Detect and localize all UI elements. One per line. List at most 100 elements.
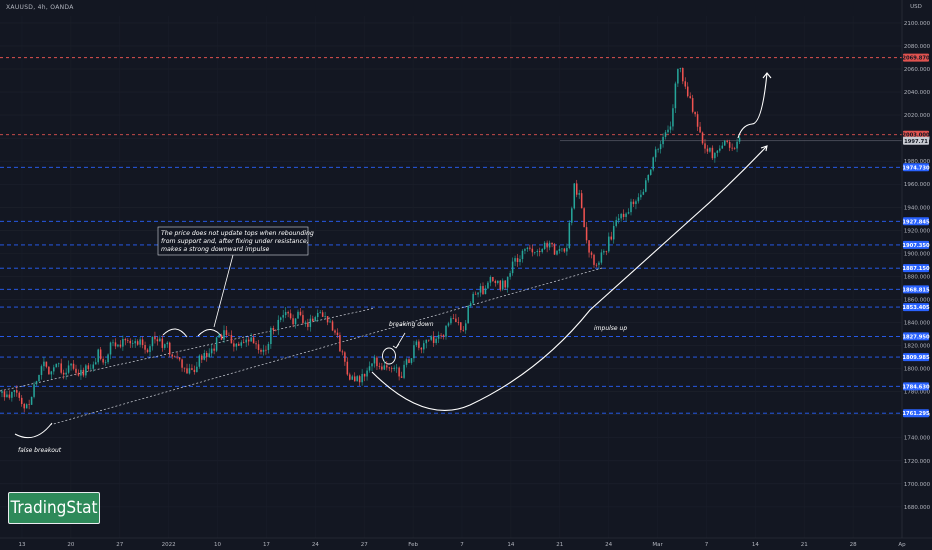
grid (0, 16, 903, 538)
x-tick-label: 17 (263, 542, 270, 548)
candle-body (198, 355, 201, 367)
candle-body (497, 280, 499, 283)
y-tick-label: 1840.000 (904, 321, 931, 327)
candle-body (571, 208, 573, 223)
candle-body (376, 357, 378, 367)
level-label: 1784.630 (902, 384, 930, 390)
candle-body (580, 193, 583, 209)
candle-body (672, 108, 674, 127)
candle-body (721, 145, 724, 149)
candle-body (245, 339, 247, 343)
candle-body (400, 376, 403, 378)
x-tick-label: 7 (460, 542, 464, 548)
y-tick-label: 1820.000 (904, 344, 931, 350)
candle-body (201, 355, 203, 360)
candle-body (16, 390, 18, 393)
candle-body (18, 392, 21, 398)
candle-body (383, 365, 386, 370)
candle-body (77, 372, 80, 376)
candle-body (75, 368, 77, 373)
candle-body (134, 341, 136, 344)
candle-body (178, 357, 181, 360)
candle-body (336, 332, 339, 336)
x-tick-label: 27 (361, 542, 368, 548)
x-tick-label: 21 (556, 542, 563, 548)
annotation-line-1: The price does not update tops when rebo… (161, 229, 314, 237)
candle-body (23, 403, 25, 409)
candle-body (127, 340, 129, 341)
candle-body (674, 83, 677, 109)
candle-body (38, 374, 40, 382)
candle-body (608, 236, 610, 252)
candle-body (711, 147, 714, 159)
y-tick-label: 1680.000 (904, 505, 931, 511)
candle-body (45, 361, 48, 367)
candle-body (28, 404, 30, 405)
candle-body (144, 345, 146, 350)
price-axis-panel[interactable] (902, 0, 932, 550)
candle-body (3, 391, 6, 398)
candle-body (561, 248, 563, 250)
candle-body (151, 336, 154, 347)
y-tick-label: 1920.000 (904, 228, 931, 234)
candle-body (487, 282, 489, 289)
y-tick-label: 1880.000 (904, 274, 931, 280)
candle-body (464, 323, 467, 331)
candle-body (526, 247, 529, 250)
y-tick-label: 2080.000 (904, 44, 931, 50)
candle-body (250, 337, 252, 342)
candle-body (595, 264, 598, 266)
candle-body (119, 344, 122, 347)
candle-body (635, 201, 637, 205)
candle-body (452, 318, 455, 319)
level-label: 1927.845 (902, 219, 930, 225)
y-tick-label: 1860.000 (904, 297, 931, 303)
candle-body (366, 370, 368, 377)
candle-body (210, 348, 213, 354)
x-tick-label: Mar (652, 542, 663, 548)
candle-body (457, 322, 460, 323)
candle-body (205, 352, 208, 358)
candle-body (704, 143, 706, 149)
level-label-bg (903, 217, 929, 226)
candle-body (593, 254, 595, 265)
candle-body (65, 372, 67, 375)
candle-body (538, 251, 541, 253)
candle-body (733, 148, 736, 150)
candle-body (615, 220, 617, 226)
candle-body (215, 337, 218, 351)
candle-body (97, 349, 99, 363)
candle-body (82, 369, 85, 376)
candle-body (141, 339, 144, 346)
candle-body (302, 315, 304, 324)
candle-body (716, 150, 719, 153)
candle-body (341, 351, 344, 353)
x-tick-label: Feb (408, 542, 418, 548)
candle-body (316, 312, 319, 318)
y-tick-label: 2040.000 (904, 90, 931, 96)
candle-body (492, 276, 494, 282)
candle-body (122, 338, 124, 347)
candle-body (418, 341, 420, 348)
candle-body (287, 312, 289, 314)
candle-body (94, 362, 97, 365)
x-tick-label: 7 (705, 542, 709, 548)
candle-body (511, 261, 514, 274)
candle-body (87, 365, 90, 370)
candle-body (309, 318, 312, 327)
candle-body (706, 148, 709, 152)
candle-body (272, 327, 275, 330)
candle-body (1, 391, 3, 393)
level-label: 1974.730 (902, 165, 930, 171)
candle-body (603, 251, 605, 253)
level-label-bg (903, 53, 929, 62)
annotation-texts: The price does not update tops when rebo… (18, 226, 627, 454)
candle-body (319, 312, 321, 313)
candle-body (139, 339, 141, 345)
candle-body (294, 318, 297, 325)
level-label-bg (903, 303, 929, 312)
candle-body (541, 248, 543, 253)
candle-body (637, 197, 640, 202)
